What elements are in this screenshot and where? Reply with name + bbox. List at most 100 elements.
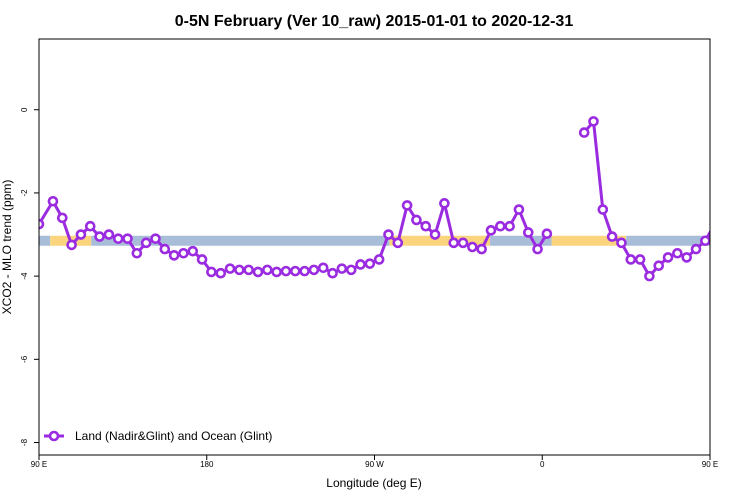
data-point <box>112 233 124 244</box>
data-point <box>634 254 646 265</box>
data-point <box>159 243 171 255</box>
x-axis: 90 E 180 90 W 0 90 E <box>31 455 718 469</box>
legend-label: Land (Nadir&Glint) and Ocean (Glint) <box>75 429 272 443</box>
data-point <box>681 252 693 263</box>
data-point <box>662 252 674 263</box>
data-point <box>495 220 506 232</box>
data-point <box>243 264 254 276</box>
legend-marker <box>48 430 60 442</box>
x-tick-label: 90 E <box>31 460 47 469</box>
data-point <box>252 266 264 278</box>
data-point <box>234 264 245 276</box>
data-point <box>383 229 394 240</box>
x-axis-label: Longitude (deg E) <box>326 476 421 490</box>
data-point <box>215 267 227 279</box>
data-point <box>578 127 590 138</box>
data-point <box>140 237 152 249</box>
data-point <box>131 247 143 259</box>
data-point <box>644 270 655 282</box>
data-point <box>187 245 199 257</box>
data-point <box>597 204 609 215</box>
band-segment-ocean <box>91 235 390 246</box>
x-tick-label: 90 E <box>702 460 718 469</box>
data-point <box>588 116 599 127</box>
data-point <box>75 229 87 240</box>
data-point <box>84 220 96 232</box>
data-point <box>327 267 338 279</box>
data-point <box>271 266 282 278</box>
band-segment-land <box>551 235 627 246</box>
y-axis-label: XCO2 - MLO trend (ppm) <box>0 180 14 315</box>
data-point <box>401 200 413 211</box>
x-tick-label: 180 <box>200 460 214 469</box>
data-point <box>224 263 236 274</box>
data-point <box>103 229 115 240</box>
data-point <box>429 229 441 240</box>
data-point <box>467 241 478 253</box>
data-point <box>206 266 217 278</box>
data-point <box>485 225 497 236</box>
data-point <box>308 264 320 276</box>
data-point <box>457 237 469 249</box>
data-point <box>122 233 133 244</box>
y-tick-label: -8 <box>20 438 29 446</box>
data-point <box>616 237 627 249</box>
data-point <box>94 231 105 242</box>
data-point <box>439 198 450 209</box>
data-point <box>606 231 618 242</box>
data-point <box>625 254 637 265</box>
data-point <box>39 218 45 230</box>
data-point <box>355 259 366 270</box>
y-tick-label: -4 <box>20 272 29 280</box>
data-point <box>196 254 208 265</box>
data-point <box>345 264 357 276</box>
data-point <box>709 221 710 227</box>
data-point <box>504 220 515 232</box>
data-point <box>168 250 180 261</box>
legend: Land (Nadir&Glint) and Ocean (Glint) <box>44 429 272 443</box>
data-point <box>47 195 59 207</box>
data-point <box>700 235 710 247</box>
data-point <box>729 214 737 222</box>
series-layer <box>39 116 747 282</box>
data-point <box>262 264 273 276</box>
y-tick-label: 0 <box>20 107 29 112</box>
data-point <box>289 265 301 277</box>
x-tick-label: 0 <box>540 460 545 469</box>
data-point <box>672 247 683 259</box>
chart-title: 0-5N February (Ver 10_raw) 2015-01-01 to… <box>175 13 574 30</box>
band-segment-ocean <box>626 235 710 246</box>
data-point <box>336 263 348 274</box>
x-tick-label: 90 W <box>365 460 384 469</box>
data-point <box>373 254 385 265</box>
y-tick-label: -6 <box>20 355 29 363</box>
data-point <box>690 243 702 255</box>
band-segment-ocean <box>39 235 51 246</box>
data-point <box>364 258 376 269</box>
data-point <box>513 204 525 215</box>
data-point <box>299 265 310 277</box>
band-segment-land <box>389 235 491 246</box>
plot-frame <box>38 38 711 456</box>
data-point <box>653 260 665 272</box>
data-point <box>476 243 487 255</box>
data-point <box>150 233 161 244</box>
y-axis: 0 -2 -4 -6 -8 <box>20 107 39 446</box>
data-point <box>178 247 189 259</box>
data-point <box>66 239 77 251</box>
data-point <box>448 237 460 249</box>
data-point <box>392 237 404 249</box>
data-point <box>280 265 292 277</box>
data-point <box>720 197 728 205</box>
data-point <box>420 220 432 232</box>
data-point <box>739 241 747 249</box>
data-point <box>532 243 543 255</box>
data-point <box>56 212 68 224</box>
data-point <box>317 262 329 274</box>
band-segment-ocean <box>490 235 552 246</box>
y-tick-label: -2 <box>20 189 29 197</box>
data-point <box>541 228 553 239</box>
data-point <box>522 227 534 238</box>
data-point <box>411 214 422 226</box>
